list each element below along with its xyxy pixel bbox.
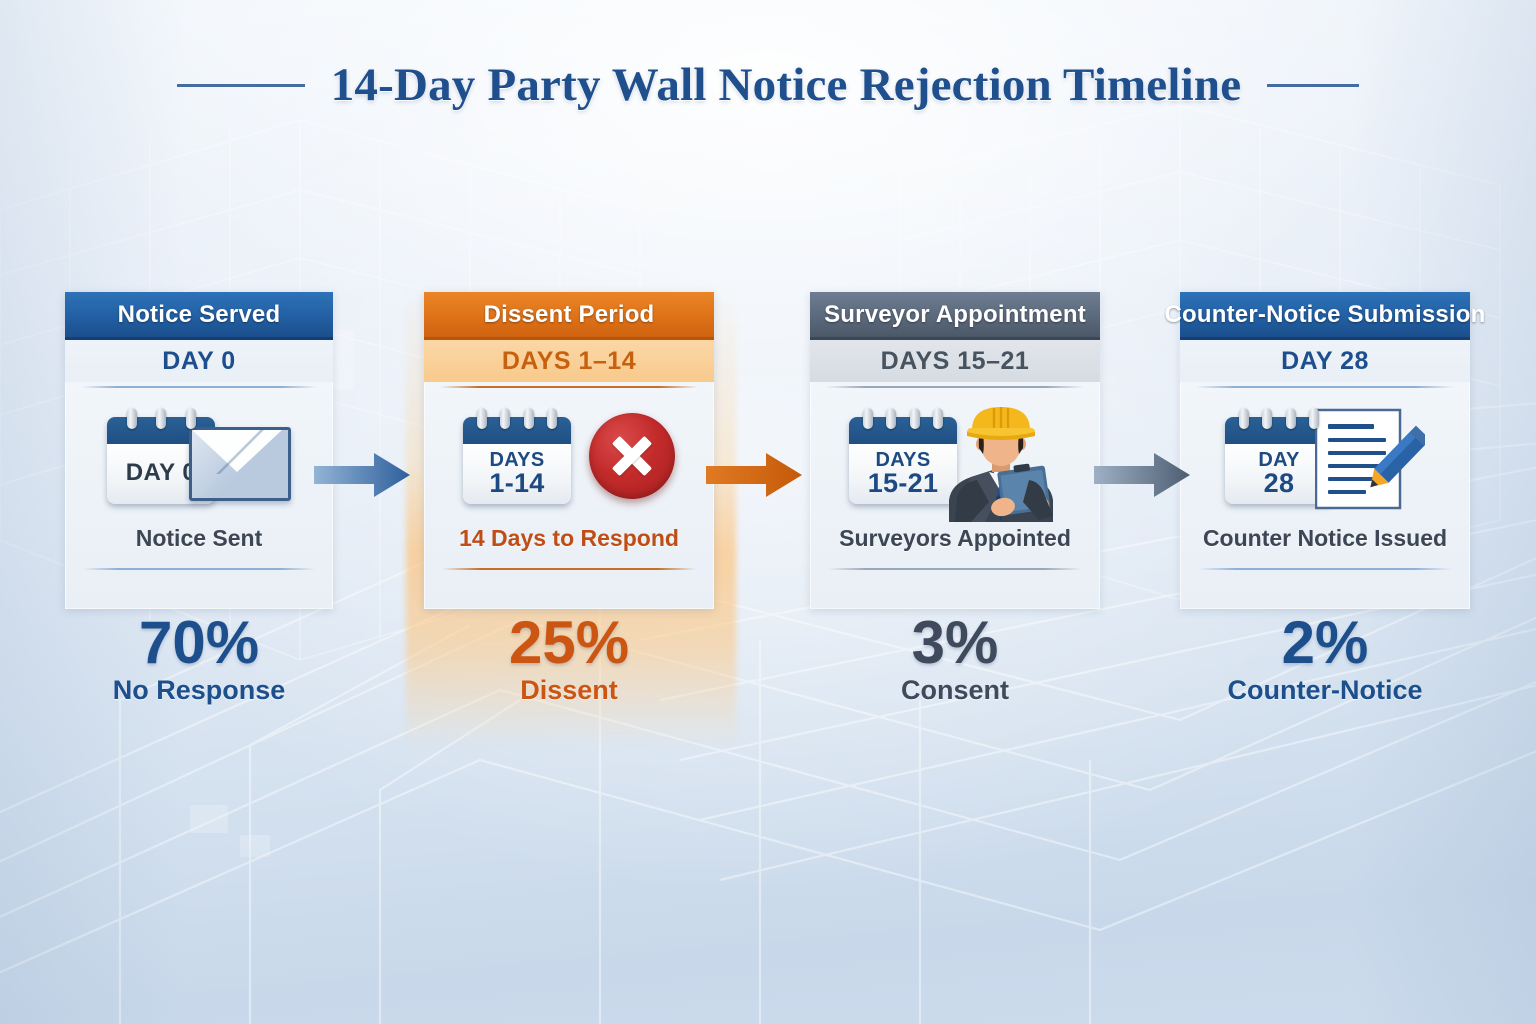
stat-label: No Response: [112, 675, 286, 706]
title-rule-right: [1267, 83, 1360, 87]
calendar-rings: [463, 407, 571, 429]
stat-dissent: 25% Dissent: [424, 612, 714, 706]
stat-no-response: 70% No Response: [65, 612, 333, 706]
step-divider: [826, 386, 1084, 388]
calendar-rings: [107, 407, 215, 429]
stat-counter-notice: 2% Counter-Notice: [1180, 612, 1470, 706]
document-pencil-icon: [1314, 408, 1431, 512]
step-divider: [81, 386, 317, 388]
timeline-step-counter-notice[interactable]: Counter-Notice Submission DAY 28 DAY 28: [1164, 292, 1485, 609]
step-foot-rule: [83, 568, 315, 570]
stat-percent: 3%: [911, 609, 999, 676]
calendar-line2: 28: [1263, 467, 1295, 498]
step-caption: Surveyors Appointed: [839, 525, 1071, 551]
timeline-step-notice-served[interactable]: Notice Served DAY 0 DAY 0: [65, 292, 333, 609]
step-foot-rule: [442, 568, 696, 570]
surveyor-icon: [941, 404, 1061, 522]
statistics-row: 70% No Response 25% Dissent 3% Consent 2…: [0, 612, 1536, 722]
red-x-icon: [589, 412, 675, 499]
step-header: Surveyor Appointment: [810, 292, 1100, 340]
step-icons: DAY 0: [65, 388, 333, 523]
step-header: Notice Served: [65, 292, 333, 340]
arrow-1: [314, 452, 410, 498]
step-icons: DAY 28: [1180, 388, 1470, 523]
step-divider: [440, 386, 698, 388]
title-rule-left: [176, 83, 305, 87]
step-icons: DAYS 15-21: [810, 388, 1100, 523]
step-caption: Notice Sent: [135, 525, 263, 551]
calendar-line1: DAY: [1258, 448, 1300, 471]
step-day-label: DAY 0: [65, 340, 333, 382]
calendar-day-text: DAY 0: [125, 459, 197, 487]
step-day-label: DAYS 1–14: [424, 340, 714, 382]
timeline-step-surveyor-appointment[interactable]: Surveyor Appointment DAYS 15–21 DAYS 15-…: [810, 292, 1100, 609]
title-text: 14-Day Party Wall Notice Rejection Timel…: [330, 59, 1242, 111]
step-day-label: DAY 28: [1180, 340, 1470, 382]
arrow-3: [1094, 452, 1190, 498]
calendar-rings: [849, 407, 957, 429]
stat-percent: 25%: [508, 609, 630, 676]
stat-label: Dissent: [520, 675, 618, 706]
step-foot-rule: [828, 568, 1082, 570]
calendar-line2: 15-21: [867, 467, 939, 498]
step-header: Counter-Notice Submission: [1164, 292, 1485, 340]
stat-label: Counter-Notice: [1227, 675, 1423, 706]
page-title: 14-Day Party Wall Notice Rejection Timel…: [0, 58, 1536, 112]
step-day-label: DAYS 15–21: [810, 340, 1100, 382]
calendar-icon: DAYS 1-14: [463, 407, 571, 504]
stat-consent: 3% Consent: [810, 612, 1100, 706]
envelope-icon: [189, 426, 291, 501]
timeline-step-dissent-period[interactable]: Dissent Period DAYS 1–14 DAYS 1-14: [424, 292, 714, 609]
stat-percent: 2%: [1281, 609, 1369, 676]
calendar-line2: 1-14: [489, 467, 545, 498]
stat-label: Consent: [901, 675, 1009, 706]
timeline-steps: Notice Served DAY 0 DAY 0: [0, 292, 1536, 612]
step-caption: Counter Notice Issued: [1202, 525, 1448, 551]
calendar-line1: DAYS: [489, 448, 545, 471]
calendar-rings: [1225, 407, 1333, 429]
arrow-2: [706, 452, 802, 498]
step-foot-rule: [1198, 568, 1452, 570]
calendar-line1: DAYS: [875, 448, 931, 471]
step-header: Dissent Period: [424, 292, 714, 340]
stat-percent: 70%: [138, 609, 260, 676]
step-icons: DAYS 1-14: [424, 388, 714, 523]
step-divider: [1196, 386, 1454, 388]
step-caption: 14 Days to Respond: [459, 525, 679, 551]
calendar-icon: DAYS 15-21: [849, 407, 957, 504]
